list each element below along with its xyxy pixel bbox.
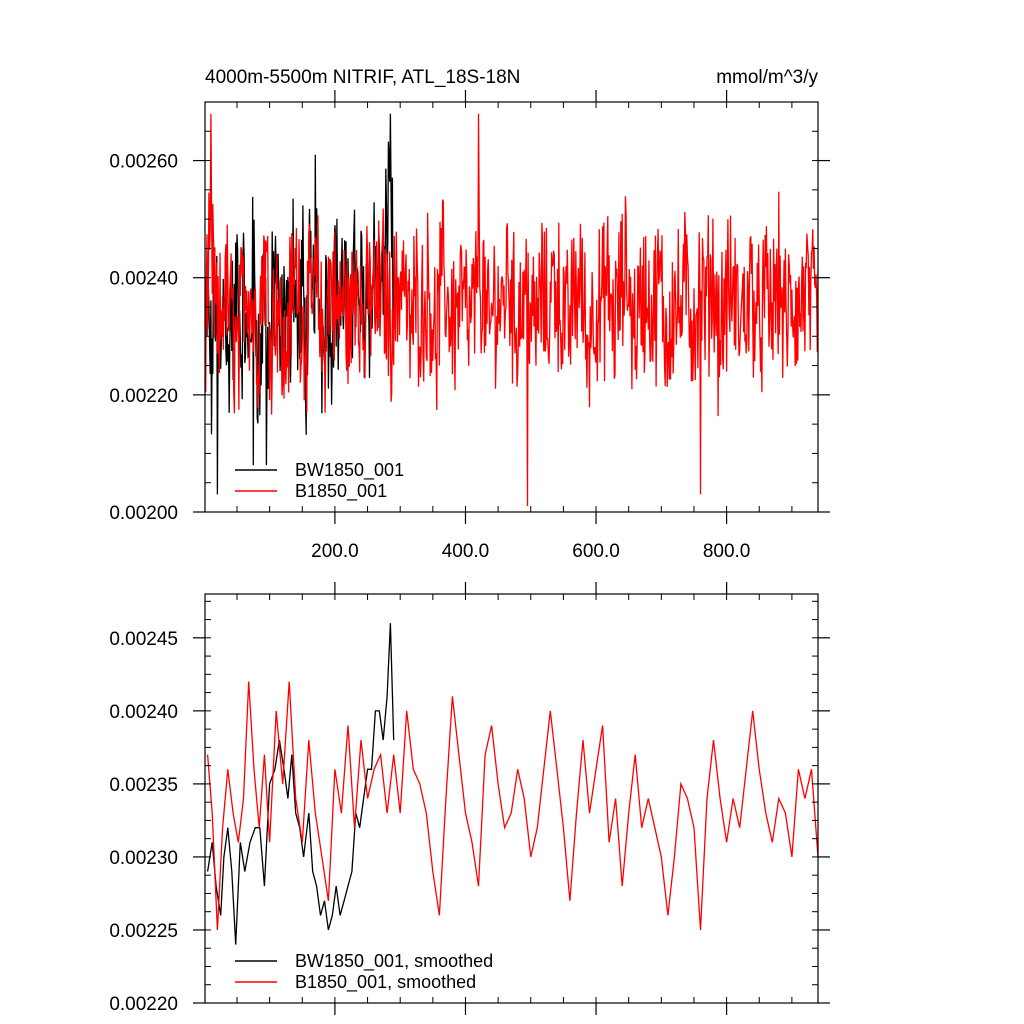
legend-label: B1850_001 — [295, 481, 387, 502]
x-tick-label: 800.0 — [703, 541, 751, 562]
plot-frame — [204, 593, 819, 1004]
y-tick-label: 0.00225 — [109, 921, 178, 942]
y-tick-label: 0.00245 — [109, 629, 178, 650]
y-tick-label: 0.00235 — [109, 775, 178, 796]
series-line-b1850-001 — [206, 681, 818, 931]
y-tick-label: 0.00240 — [109, 702, 178, 723]
legend-label: BW1850_001, smoothed — [295, 951, 493, 972]
y-tick-label: 0.00260 — [109, 152, 178, 173]
panel-bottom-smoothed: 0.00220 0.00225 0.00230 0.00235 0.00240 0.002… — [109, 582, 830, 1015]
y-tick-label: 0.00230 — [109, 848, 178, 869]
x-tick-label: 400.0 — [442, 541, 490, 562]
panel-top-nitrif: 4000m-5500m NITRIF, ATL_18S-18N mmol/m^3… — [109, 67, 830, 562]
y-tick-label: 0.00200 — [109, 503, 178, 524]
legend-label: B1850_001, smoothed — [295, 972, 476, 993]
units-label: mmol/m^3/y — [716, 67, 818, 88]
y-tick-label: 0.00220 — [109, 386, 178, 407]
y-tick-label: 0.00240 — [109, 269, 178, 290]
legend-label: BW1850_001 — [295, 460, 404, 481]
chart-title: 4000m-5500m NITRIF, ATL_18S-18N — [205, 67, 520, 88]
x-tick-label: 200.0 — [311, 541, 359, 562]
x-tick-label: 600.0 — [572, 541, 620, 562]
series-line-b1850-001 — [205, 113, 818, 507]
y-tick-label: 0.00220 — [109, 994, 178, 1015]
